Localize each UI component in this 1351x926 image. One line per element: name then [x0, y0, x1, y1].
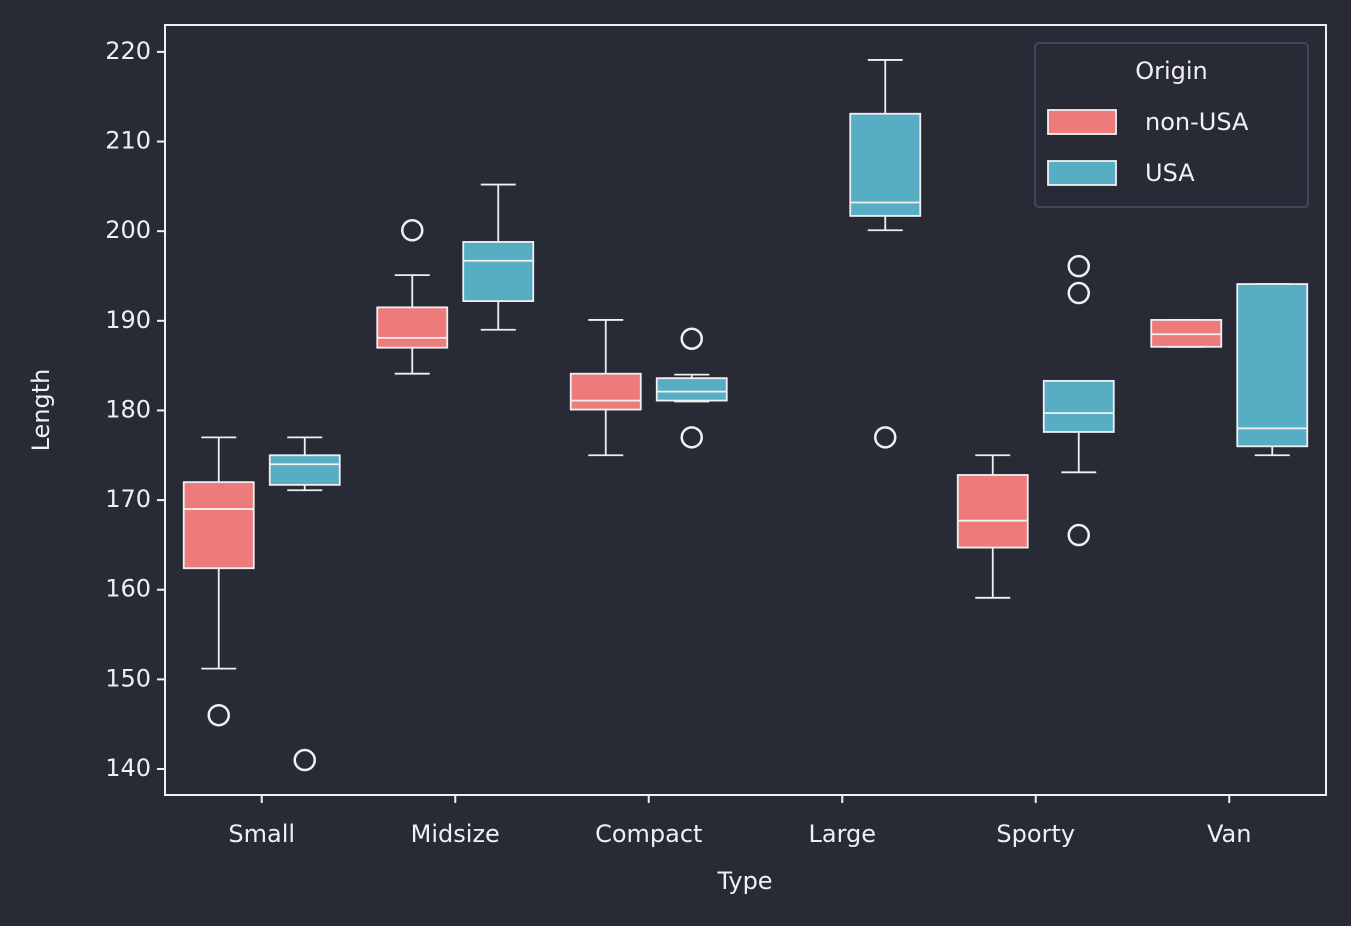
box [569, 372, 642, 411]
x-tick-label: Midsize [411, 820, 500, 848]
y-tick-label: 200 [105, 216, 151, 244]
x-tick-label: Small [228, 820, 295, 848]
box [655, 377, 728, 402]
outlier [680, 426, 703, 449]
outlier [680, 327, 703, 350]
x-tick-label: Compact [595, 820, 702, 848]
box [1236, 283, 1309, 448]
legend-title: Origin [1135, 57, 1208, 85]
x-tick-label: Sporty [996, 820, 1075, 848]
y-tick-label: 220 [105, 37, 151, 65]
outlier [1067, 254, 1090, 278]
outlier [293, 748, 316, 772]
box [376, 306, 449, 349]
y-tick-label: 190 [105, 306, 151, 334]
y-tick-label: 140 [105, 754, 151, 782]
legend-swatch [1047, 160, 1117, 186]
y-tick-label: 180 [105, 395, 151, 423]
y-tick-label: 150 [105, 664, 151, 692]
x-axis-label: Type [716, 867, 772, 895]
outlier [401, 219, 424, 242]
outlier [207, 703, 230, 727]
outlier [1067, 281, 1090, 305]
outlier [874, 426, 897, 449]
legend-label: USA [1145, 159, 1195, 187]
x-tick-label: Van [1207, 820, 1251, 848]
legend-swatch [1047, 109, 1117, 135]
y-tick-label: 160 [105, 575, 151, 603]
outlier [1067, 523, 1090, 547]
box [849, 112, 922, 217]
box [1042, 379, 1115, 433]
y-axis-label: Length [27, 369, 55, 452]
box [268, 454, 341, 486]
box [956, 474, 1029, 549]
y-tick-label: 170 [105, 485, 151, 513]
y-tick-label: 210 [105, 127, 151, 155]
x-tick-label: Large [808, 820, 876, 848]
box [462, 241, 535, 302]
legend-label: non-USA [1145, 108, 1249, 136]
box [182, 481, 255, 570]
